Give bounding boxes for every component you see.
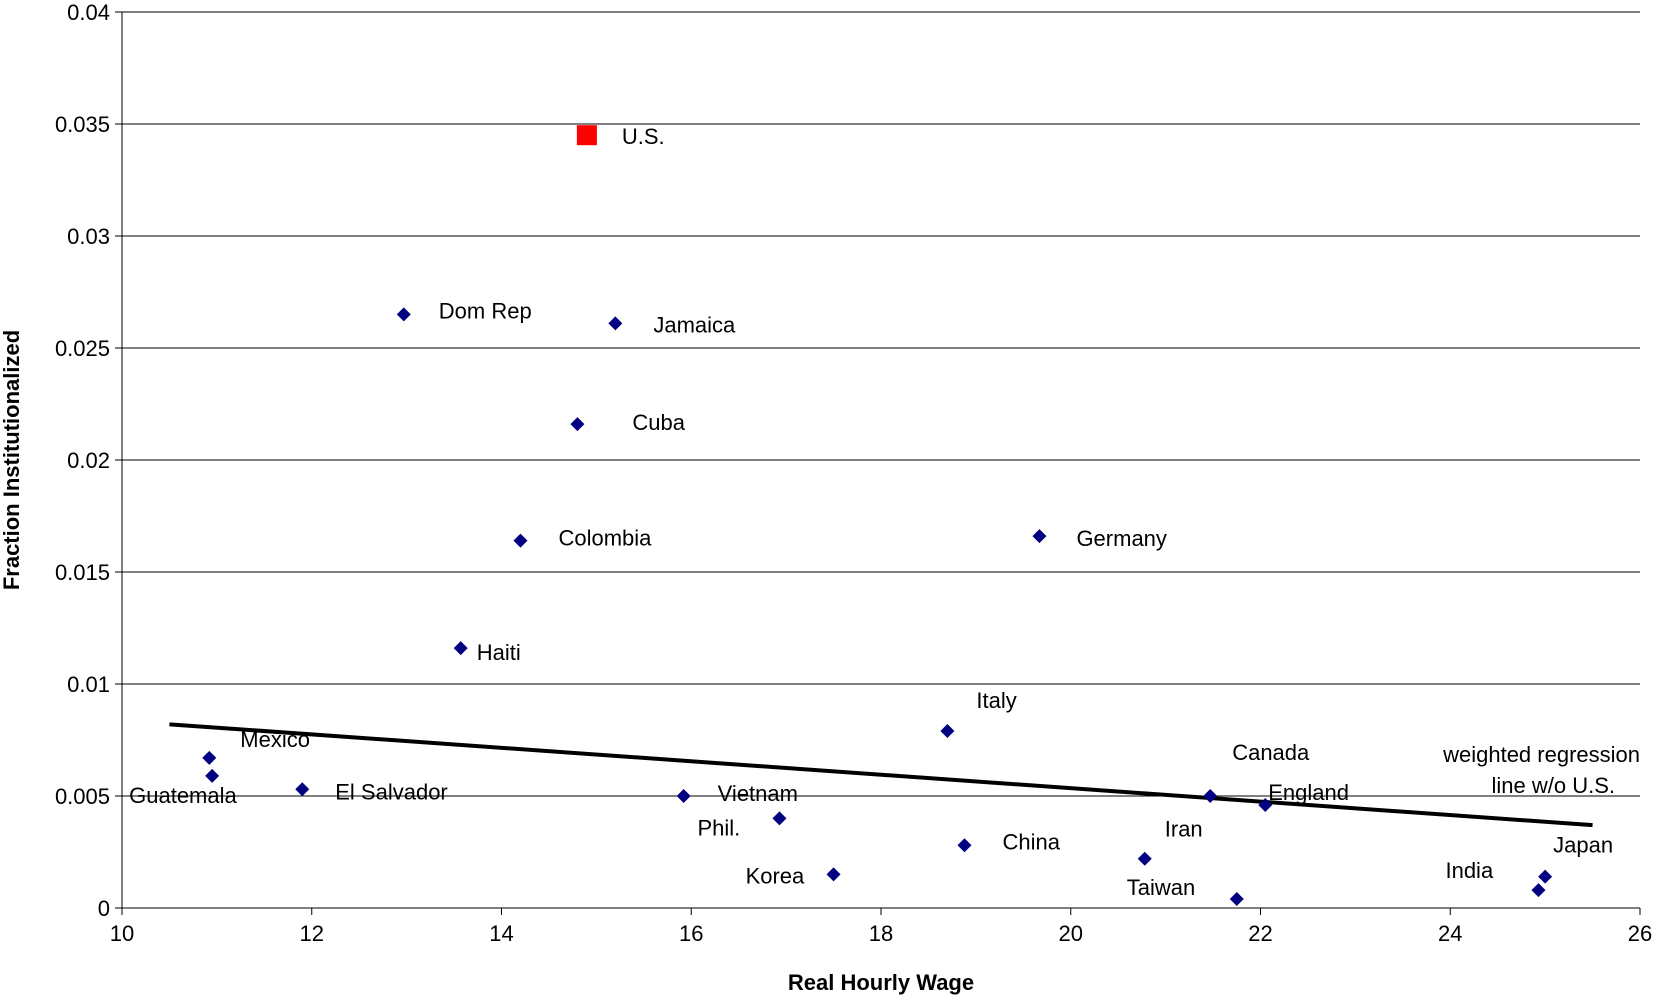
x-axis-title: Real Hourly Wage [788,970,974,995]
y-tick-label: 0 [98,896,110,921]
data-label: El Salvador [335,779,448,804]
data-label: Korea [746,863,805,888]
y-tick-label: 0.03 [67,224,110,249]
data-point-canada [1203,789,1218,803]
regression-layer [169,722,1593,828]
data-label: India [1445,858,1493,883]
x-tick-label: 24 [1438,921,1462,946]
data-label: Phil. [697,815,740,840]
data-point-china [957,838,972,853]
data-point-italy [940,724,955,739]
data-point-cuba [570,417,585,432]
x-tick-label: 22 [1248,921,1272,946]
data-point-us [576,125,597,146]
data-point-england [1258,797,1273,812]
data-label: Cuba [632,410,685,435]
data-point-colombia [513,533,528,548]
x-tick-label: 10 [110,921,134,946]
data-point-phil [772,811,787,826]
data-label: Germany [1076,526,1166,551]
y-tick-label: 0.04 [67,0,110,25]
regression-line [169,722,1593,828]
y-tick-label: 0.015 [55,560,110,585]
data-point-mexico [202,750,217,765]
x-tick-label: 20 [1059,921,1083,946]
data-point-jamaica [608,316,623,331]
data-label: Colombia [558,526,652,551]
data-point-guatemala [205,768,220,783]
x-tick-label: 26 [1628,921,1652,946]
y-tick-label: 0.025 [55,336,110,361]
data-point-korea [826,867,841,882]
data-label: Guatemala [129,783,237,808]
data-point-el-salvador [295,782,310,797]
data-label: U.S. [622,124,665,149]
marks-layer [202,125,1553,907]
labels-layer: weighted regression line w/o U.S. Dom Rep J… [129,124,1640,900]
y-axis-title: Fraction Institutionalized [0,330,24,590]
y-tick-label: 0.02 [67,448,110,473]
data-label: Japan [1553,833,1613,858]
y-tick-label: 0.035 [55,112,110,137]
data-point-haiti [453,641,468,656]
data-label: Dom Rep [439,298,532,323]
data-label: Italy [976,688,1016,713]
x-tick-label: 12 [300,921,324,946]
data-point-dom-rep [396,307,411,322]
data-point-iran [1137,851,1152,866]
data-point-india [1531,883,1546,898]
data-point-taiwan [1229,892,1244,907]
data-label: Iran [1165,817,1203,842]
data-point-japan [1538,869,1553,884]
y-tick-label: 0.005 [55,784,110,809]
data-label: Haiti [477,640,521,665]
data-label: England [1268,780,1349,805]
data-label: Canada [1232,740,1310,765]
data-label: Jamaica [653,312,736,337]
x-tick-label: 18 [869,921,893,946]
data-point-vietnam [676,789,691,803]
regression-line-label: weighted regression line w/o U.S. [1442,742,1640,798]
data-label: China [1002,829,1060,854]
grid-layer [122,11,1640,797]
data-point-germany [1032,529,1047,544]
y-tick-label: 0.01 [67,672,110,697]
x-tick-label: 16 [679,921,703,946]
data-label: Mexico [240,727,310,752]
data-label: Taiwan [1127,875,1195,900]
data-label: Vietnam [718,781,798,806]
x-tick-label: 14 [489,921,513,946]
